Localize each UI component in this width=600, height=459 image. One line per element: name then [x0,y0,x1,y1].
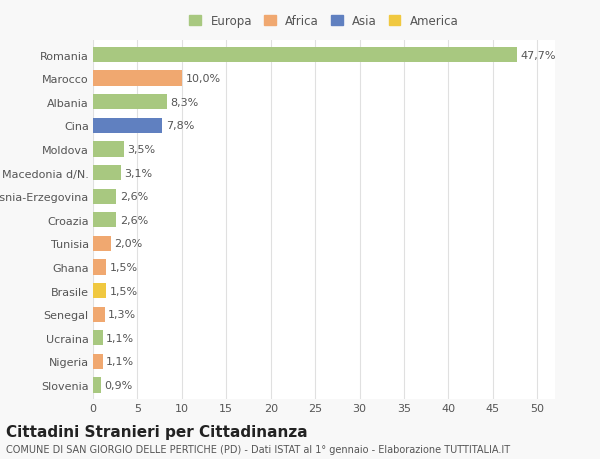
Text: Cittadini Stranieri per Cittadinanza: Cittadini Stranieri per Cittadinanza [6,425,308,440]
Bar [93,142,124,157]
Text: 3,1%: 3,1% [124,168,152,178]
Bar [93,283,106,299]
Text: 1,3%: 1,3% [108,309,136,319]
Text: COMUNE DI SAN GIORGIO DELLE PERTICHE (PD) - Dati ISTAT al 1° gennaio - Elaborazi: COMUNE DI SAN GIORGIO DELLE PERTICHE (PD… [6,444,510,454]
Text: 1,5%: 1,5% [110,263,138,273]
Bar [93,213,116,228]
Bar [93,118,162,134]
Text: 0,9%: 0,9% [104,380,133,390]
Text: 2,6%: 2,6% [119,192,148,202]
Text: 1,1%: 1,1% [106,357,134,367]
Text: 7,8%: 7,8% [166,121,194,131]
Text: 1,1%: 1,1% [106,333,134,343]
Text: 3,5%: 3,5% [128,145,156,155]
Bar [93,236,111,252]
Bar [93,260,106,275]
Bar [93,330,103,346]
Text: 1,5%: 1,5% [110,286,138,296]
Text: 2,6%: 2,6% [119,215,148,225]
Bar [93,71,182,87]
Text: 47,7%: 47,7% [520,50,556,61]
Text: 2,0%: 2,0% [115,239,143,249]
Bar [93,95,167,110]
Bar [93,307,104,322]
Legend: Europa, Africa, Asia, America: Europa, Africa, Asia, America [190,15,458,28]
Text: 10,0%: 10,0% [185,74,221,84]
Bar [93,378,101,393]
Bar [93,48,517,63]
Bar [93,189,116,204]
Text: 8,3%: 8,3% [170,98,199,107]
Bar [93,354,103,369]
Bar [93,166,121,181]
